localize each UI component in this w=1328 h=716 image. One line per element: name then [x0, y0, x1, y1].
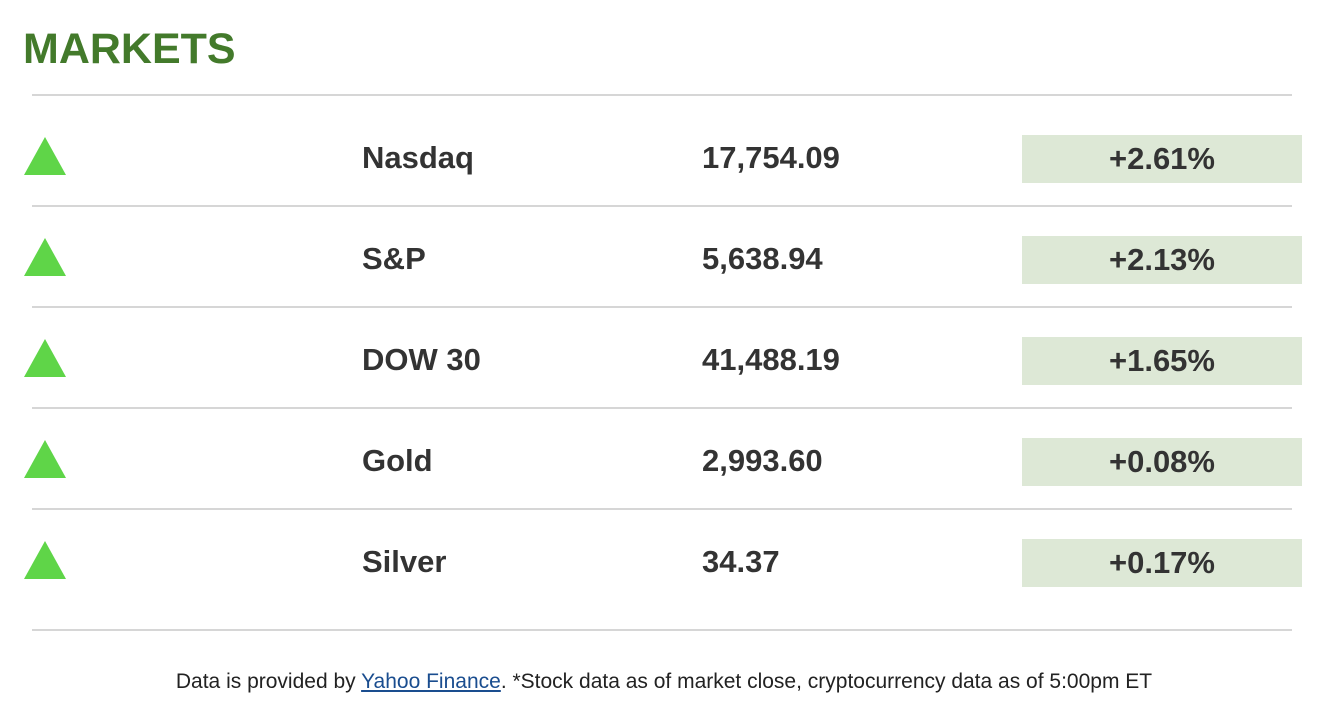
market-value: 5,638.94	[702, 241, 823, 276]
row-divider	[32, 306, 1292, 308]
market-change-badge: +0.17%	[1022, 539, 1302, 587]
row-divider	[32, 205, 1292, 207]
top-divider	[32, 94, 1292, 96]
yahoo-finance-link[interactable]: Yahoo Finance	[361, 670, 501, 693]
row-divider	[32, 508, 1292, 510]
footer-prefix: Data is provided by	[175, 670, 362, 693]
market-name: Gold	[362, 443, 433, 478]
market-change-badge: +2.61%	[1022, 135, 1302, 183]
market-value: 2,993.60	[702, 443, 823, 478]
triangle-up-icon	[24, 238, 66, 276]
market-name: S&P	[362, 241, 426, 276]
market-change-badge: +1.65%	[1022, 337, 1302, 385]
triangle-up-icon	[24, 339, 66, 377]
market-row-silver[interactable]: Silver 34.37 +0.17%	[0, 510, 1328, 611]
market-change-badge: +0.08%	[1022, 438, 1302, 486]
market-row-nasdaq[interactable]: Nasdaq 17,754.09 +2.61%	[0, 106, 1328, 207]
market-name: Nasdaq	[362, 140, 474, 175]
row-divider	[32, 407, 1292, 409]
data-attribution-footer: Data is provided by Yahoo Finance. *Stoc…	[0, 668, 1328, 696]
market-change-badge: +2.13%	[1022, 236, 1302, 284]
market-name: Silver	[362, 544, 447, 579]
footer-suffix: . *Stock data as of market close, crypto…	[500, 670, 1153, 693]
triangle-up-icon	[24, 440, 66, 478]
triangle-up-icon	[24, 137, 66, 175]
market-value: 17,754.09	[702, 140, 840, 175]
market-row-sp[interactable]: S&P 5,638.94 +2.13%	[0, 207, 1328, 308]
market-value: 34.37	[702, 544, 780, 579]
triangle-up-icon	[24, 541, 66, 579]
bottom-divider	[32, 629, 1292, 631]
market-row-gold[interactable]: Gold 2,993.60 +0.08%	[0, 409, 1328, 510]
market-row-dow-30[interactable]: DOW 30 41,488.19 +1.65%	[0, 308, 1328, 409]
page-title: MARKETS	[23, 25, 236, 73]
market-name: DOW 30	[362, 342, 481, 377]
market-value: 41,488.19	[702, 342, 840, 377]
